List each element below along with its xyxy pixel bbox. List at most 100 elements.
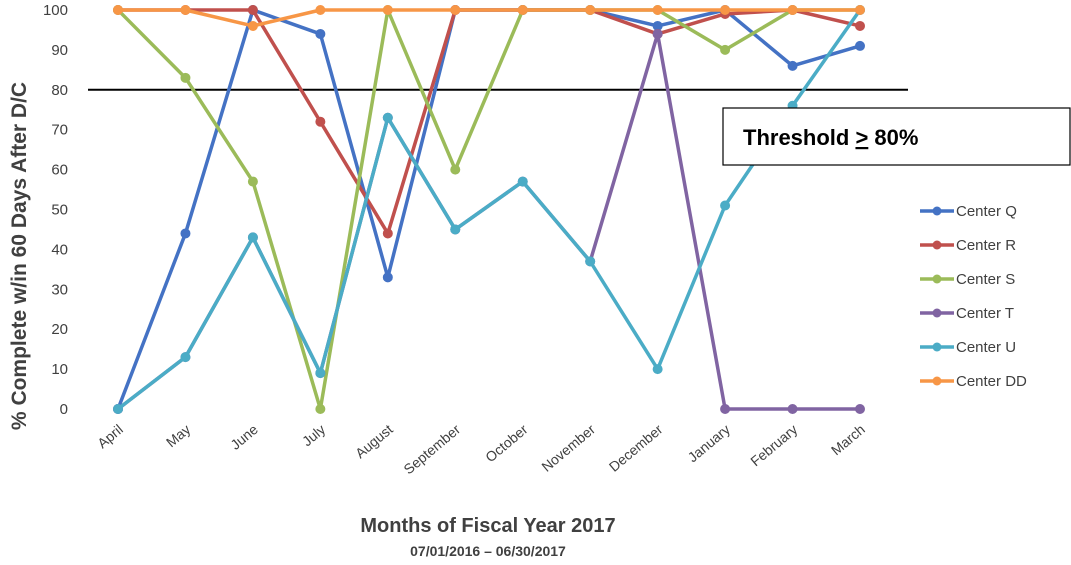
data-point — [450, 5, 461, 15]
data-point — [247, 20, 258, 31]
data-point — [652, 28, 663, 39]
y-tick-label: 50 — [51, 202, 68, 219]
x-tick-label: November — [538, 421, 598, 475]
series-line — [118, 8, 860, 28]
x-axis-title: Months of Fiscal Year 2017 — [360, 515, 615, 537]
data-point — [382, 228, 393, 239]
threshold-label: Threshold > 80% — [743, 125, 918, 150]
legend-item: Center S — [920, 271, 1015, 288]
data-point — [720, 200, 731, 211]
data-point — [517, 5, 528, 15]
y-tick-label: 100 — [43, 2, 68, 19]
legend-swatch-marker — [932, 206, 942, 216]
data-point — [315, 404, 326, 414]
legend-label: Center DD — [956, 373, 1027, 390]
x-tick-label: July — [299, 421, 328, 449]
data-point — [180, 352, 191, 363]
legend-item: Center U — [920, 339, 1016, 356]
legend: Center Q Center R Center S Center T Center U… — [920, 203, 1027, 390]
data-point — [787, 60, 798, 71]
legend-swatch-marker — [932, 274, 942, 284]
legend-label: Center S — [956, 271, 1015, 288]
series-group — [113, 5, 865, 414]
series-line — [116, 8, 862, 411]
legend-swatch-marker — [932, 342, 942, 352]
data-point — [787, 5, 798, 15]
legend-label: Center R — [956, 237, 1016, 254]
legend-item: Center T — [920, 305, 1014, 322]
legend-swatch-marker — [932, 376, 942, 386]
x-tick-label: June — [227, 421, 261, 453]
data-point — [855, 5, 865, 15]
x-tick-label: May — [163, 421, 194, 450]
y-tick-label: 80 — [51, 82, 68, 99]
data-point — [180, 228, 191, 239]
y-tick-label: 30 — [51, 281, 68, 298]
data-point — [855, 40, 865, 51]
y-tick-label: 60 — [51, 162, 68, 179]
data-point — [720, 44, 731, 55]
data-point — [113, 5, 123, 15]
y-axis-ticks: 0 10 20 30 40 50 60 70 80 90 100 — [43, 2, 68, 418]
data-point — [720, 404, 731, 414]
data-point — [247, 176, 258, 187]
data-point — [382, 112, 393, 123]
x-tick-label: October — [482, 421, 531, 465]
data-point — [585, 256, 596, 267]
data-point — [517, 176, 528, 187]
series-lines — [113, 5, 865, 414]
y-tick-label: 90 — [51, 42, 68, 59]
x-tick-label: January — [685, 421, 733, 465]
data-point — [180, 5, 191, 15]
data-point — [855, 20, 865, 31]
legend-item: Center Q — [920, 203, 1017, 220]
y-tick-label: 10 — [51, 361, 68, 378]
x-tick-label: April — [94, 421, 126, 451]
legend-label: Center Q — [956, 203, 1017, 220]
data-point — [247, 232, 258, 243]
x-tick-label: March — [828, 421, 868, 458]
legend-label: Center T — [956, 305, 1014, 322]
threshold-annotation: Threshold > 80% — [722, 107, 1071, 166]
data-point — [382, 272, 393, 283]
series-group — [113, 5, 865, 31]
y-tick-label: 70 — [51, 122, 68, 139]
x-tick-label: August — [352, 421, 396, 461]
data-point — [247, 5, 258, 15]
data-point — [113, 404, 123, 414]
data-point — [855, 404, 865, 414]
y-tick-label: 20 — [51, 321, 68, 338]
data-point — [652, 364, 663, 375]
legend-swatch-marker — [932, 308, 942, 318]
data-point — [180, 72, 191, 83]
data-point — [450, 224, 461, 235]
x-axis-subtitle: 07/01/2016 – 06/30/2017 — [410, 543, 566, 559]
data-point — [315, 368, 326, 379]
legend-label: Center U — [956, 339, 1016, 356]
data-point — [382, 5, 393, 15]
data-point — [720, 5, 731, 15]
x-tick-label: September — [400, 421, 463, 477]
y-axis-title: % Complete w/in 60 Days After D/C — [8, 82, 31, 430]
series-line — [116, 8, 860, 411]
legend-swatch-marker — [932, 240, 942, 250]
x-tick-label: February — [747, 421, 800, 469]
legend-item: Center R — [920, 237, 1016, 254]
legend-item: Center DD — [920, 373, 1027, 390]
x-axis-ticks: April May June July August September October No… — [94, 421, 868, 477]
x-tick-label: December — [606, 421, 666, 475]
data-point — [315, 116, 326, 127]
data-point — [315, 28, 326, 39]
series-group — [113, 5, 865, 414]
y-tick-label: 40 — [51, 241, 68, 258]
y-tick-label: 0 — [60, 401, 68, 418]
series-line — [116, 8, 861, 410]
data-point — [315, 5, 326, 15]
data-point — [450, 164, 461, 175]
data-point — [585, 5, 596, 15]
series-group — [113, 5, 865, 414]
data-point — [787, 404, 798, 414]
data-point — [652, 5, 663, 15]
